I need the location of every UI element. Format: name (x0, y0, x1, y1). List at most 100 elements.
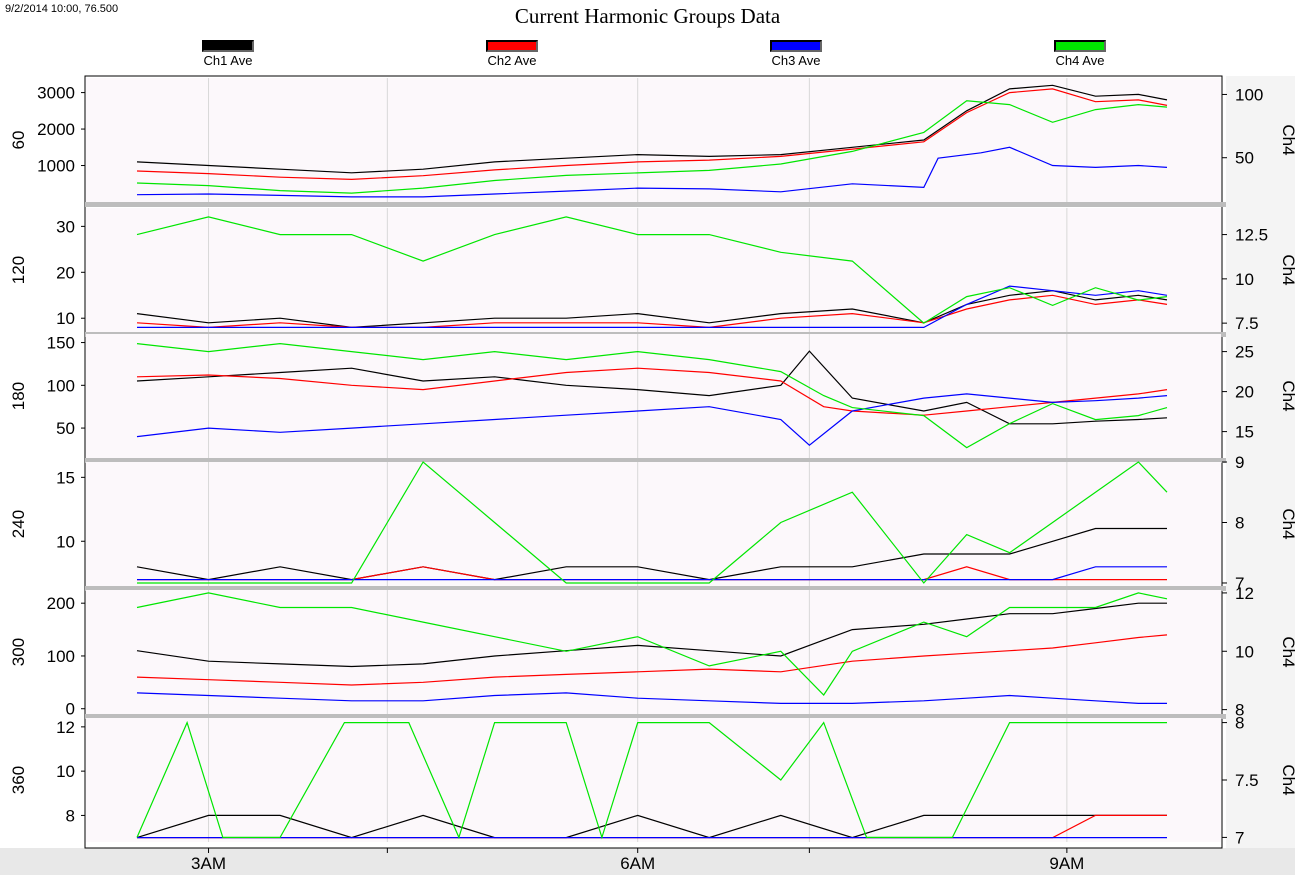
y-axis-label: 120 (9, 256, 28, 284)
panel-background (86, 78, 1221, 202)
series-line-ch3-ave (136, 146, 1168, 198)
panel-300: 0 100 200 8 10 12 300 Ch4 (9, 584, 1295, 720)
y-tick-label: 3000 (37, 84, 75, 103)
panel-separator (85, 586, 1226, 591)
y-axis-label: 180 (9, 382, 28, 410)
legend-label-ch3: Ch3 Ave (771, 53, 821, 68)
legend-item-ch1[interactable]: Ch1 Ave (168, 40, 288, 68)
series-line-ch1-ave (136, 602, 1167, 668)
legend-item-ch2[interactable]: Ch2 Ave (452, 40, 572, 68)
y2-tick-label: 8 (1235, 513, 1244, 532)
y-axis-label: 360 (9, 766, 28, 794)
y-tick-label: 100 (47, 376, 75, 395)
series-line-ch1-ave (136, 814, 1167, 839)
legend-label-ch4: Ch4 Ave (1055, 53, 1105, 68)
panel-background (86, 208, 1221, 332)
x-tick-label: 6AM (620, 854, 655, 873)
series-line-ch4-ave (136, 342, 1168, 449)
y-tick-label: 15 (56, 468, 75, 487)
series-line-ch4-ave (137, 461, 1168, 584)
y2-tick-label: 7.5 (1235, 314, 1259, 333)
series-line-ch1-ave (136, 527, 1167, 581)
panel-separator (85, 714, 1226, 719)
cursor-readout: 9/2/2014 10:00, 76.500 (5, 3, 119, 15)
y2-tick-label: 7.5 (1235, 771, 1259, 790)
panel-background (86, 334, 1221, 458)
y2-tick-label: 100 (1235, 85, 1263, 104)
series-line-ch4-ave (136, 720, 1167, 840)
series-line-ch4-ave (136, 100, 1168, 194)
series-line-ch1-ave (136, 290, 1168, 329)
panel-180: 50 100 150 15 20 25 180 Ch4 (9, 334, 1295, 463)
y2-axis-label: Ch4 (1279, 254, 1295, 285)
y-tick-label: 10 (56, 309, 75, 328)
series-line-ch3-ave (137, 285, 1168, 328)
y2-tick-label: 10 (1235, 270, 1254, 289)
y-tick-label: 200 (47, 594, 75, 613)
series-line-ch3-ave (136, 393, 1168, 446)
panel-360: 8 10 12 7 7.5 8 360 Ch4 (9, 714, 1295, 848)
series-line-ch2-ave (136, 88, 1168, 181)
panel-240: 10 15 7 8 9 240 Ch4 (9, 453, 1295, 593)
y-tick-label: 20 (56, 263, 75, 282)
legend-item-ch3[interactable]: Ch3 Ave (736, 40, 856, 68)
y2-tick-label: 12 (1235, 584, 1254, 603)
series-line-ch3-ave (137, 566, 1167, 581)
y2-tick-label: 7 (1235, 828, 1244, 847)
y2-tick-label: 10 (1235, 642, 1254, 661)
y-tick-label: 10 (56, 762, 75, 781)
y2-tick-label: 25 (1235, 343, 1254, 362)
y-axis-label: 240 (9, 510, 28, 538)
y2-tick-label: 50 (1235, 149, 1254, 168)
y2-axis-label: Ch4 (1279, 124, 1295, 155)
y-tick-label: 30 (56, 217, 75, 236)
legend-swatch-ch1 (202, 40, 254, 52)
y-tick-label: 100 (47, 647, 75, 666)
y-tick-label: 10 (56, 532, 75, 551)
legend-swatch-ch4 (1054, 40, 1106, 52)
time-axis-strip (0, 848, 1295, 875)
panel-60: 1000 2000 3000 50 100 60 Ch4 (9, 78, 1295, 207)
y-tick-label: 12 (56, 718, 75, 737)
legend-label-ch1: Ch1 Ave (203, 53, 253, 68)
y2-tick-label: 8 (1235, 701, 1244, 720)
x-tick-label: 3AM (191, 854, 226, 873)
panel-120: 10 20 30 7.5 10 12.5 120 Ch4 (9, 208, 1295, 337)
y2-tick-label: 15 (1235, 423, 1254, 442)
y-axis-label: 60 (9, 131, 28, 150)
y2-tick-label: 8 (1235, 714, 1244, 733)
y-tick-label: 150 (47, 334, 75, 353)
series-line-ch4-ave (136, 592, 1168, 696)
y2-tick-label: 12.5 (1235, 226, 1268, 245)
panel-separator (85, 202, 1226, 207)
y2-axis-label: Ch4 (1279, 764, 1295, 795)
y-tick-label: 50 (56, 419, 75, 438)
y-axis-label: 300 (9, 638, 28, 666)
right-axis-strip (1226, 76, 1295, 848)
series-line-ch1-ave (136, 350, 1168, 425)
y2-tick-label: 9 (1235, 453, 1244, 472)
series-line-ch1-ave (136, 84, 1168, 174)
y-tick-label: 1000 (37, 157, 75, 176)
legend-item-ch4[interactable]: Ch4 Ave (1020, 40, 1140, 68)
legend-swatch-ch3 (770, 40, 822, 52)
legend-label-ch2: Ch2 Ave (487, 53, 537, 68)
chart-title: Current Harmonic Groups Data (514, 4, 781, 28)
legend-swatch-ch2 (486, 40, 538, 52)
series-line-ch2-ave (136, 634, 1168, 686)
y-tick-label: 8 (66, 806, 75, 825)
y2-axis-label: Ch4 (1279, 636, 1295, 667)
series-line-ch2-ave (136, 294, 1168, 329)
x-tick-label: 9AM (1049, 854, 1084, 873)
y2-axis-label: Ch4 (1279, 508, 1295, 539)
panel-separator (85, 458, 1226, 463)
series-line-ch4-ave (136, 216, 1168, 324)
y2-axis-label: Ch4 (1279, 380, 1295, 411)
series-line-ch3-ave (136, 692, 1167, 704)
panel-background (86, 462, 1221, 586)
y2-tick-label: 7 (1235, 574, 1244, 593)
y-tick-label: 2000 (37, 120, 75, 139)
y-tick-label: 0 (66, 700, 75, 719)
